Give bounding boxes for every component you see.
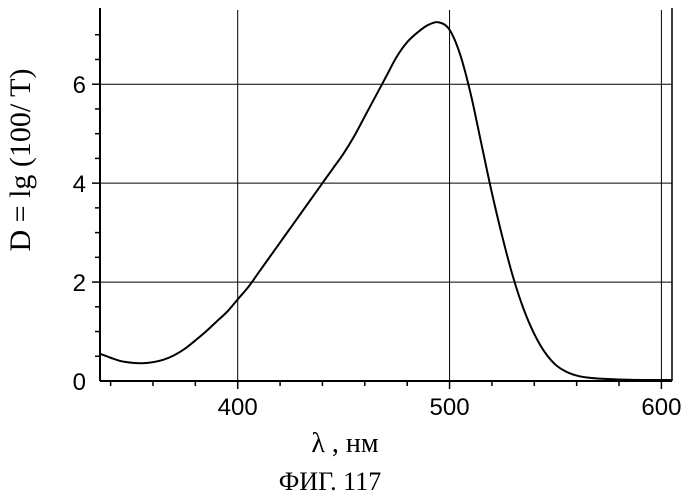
x-tick-label-600: 600 (641, 394, 681, 421)
x-tick-label-500: 500 (430, 394, 470, 421)
figure-caption: ФИГ. 117 (279, 467, 381, 496)
axes-layer (100, 8, 672, 381)
series-layer (100, 22, 672, 380)
x-axis-title: λ , нм (311, 428, 379, 459)
y-tick-label-4: 4 (73, 171, 86, 198)
grid-layer (100, 10, 672, 381)
y-axis-title: D = lg (100/ T) (4, 68, 37, 251)
x-tick-label-400: 400 (218, 394, 258, 421)
y-tick-label-0: 0 (73, 369, 86, 396)
y-tick-label-2: 2 (73, 270, 86, 297)
series-line-0 (100, 22, 672, 380)
y-tick-label-6: 6 (73, 72, 86, 99)
